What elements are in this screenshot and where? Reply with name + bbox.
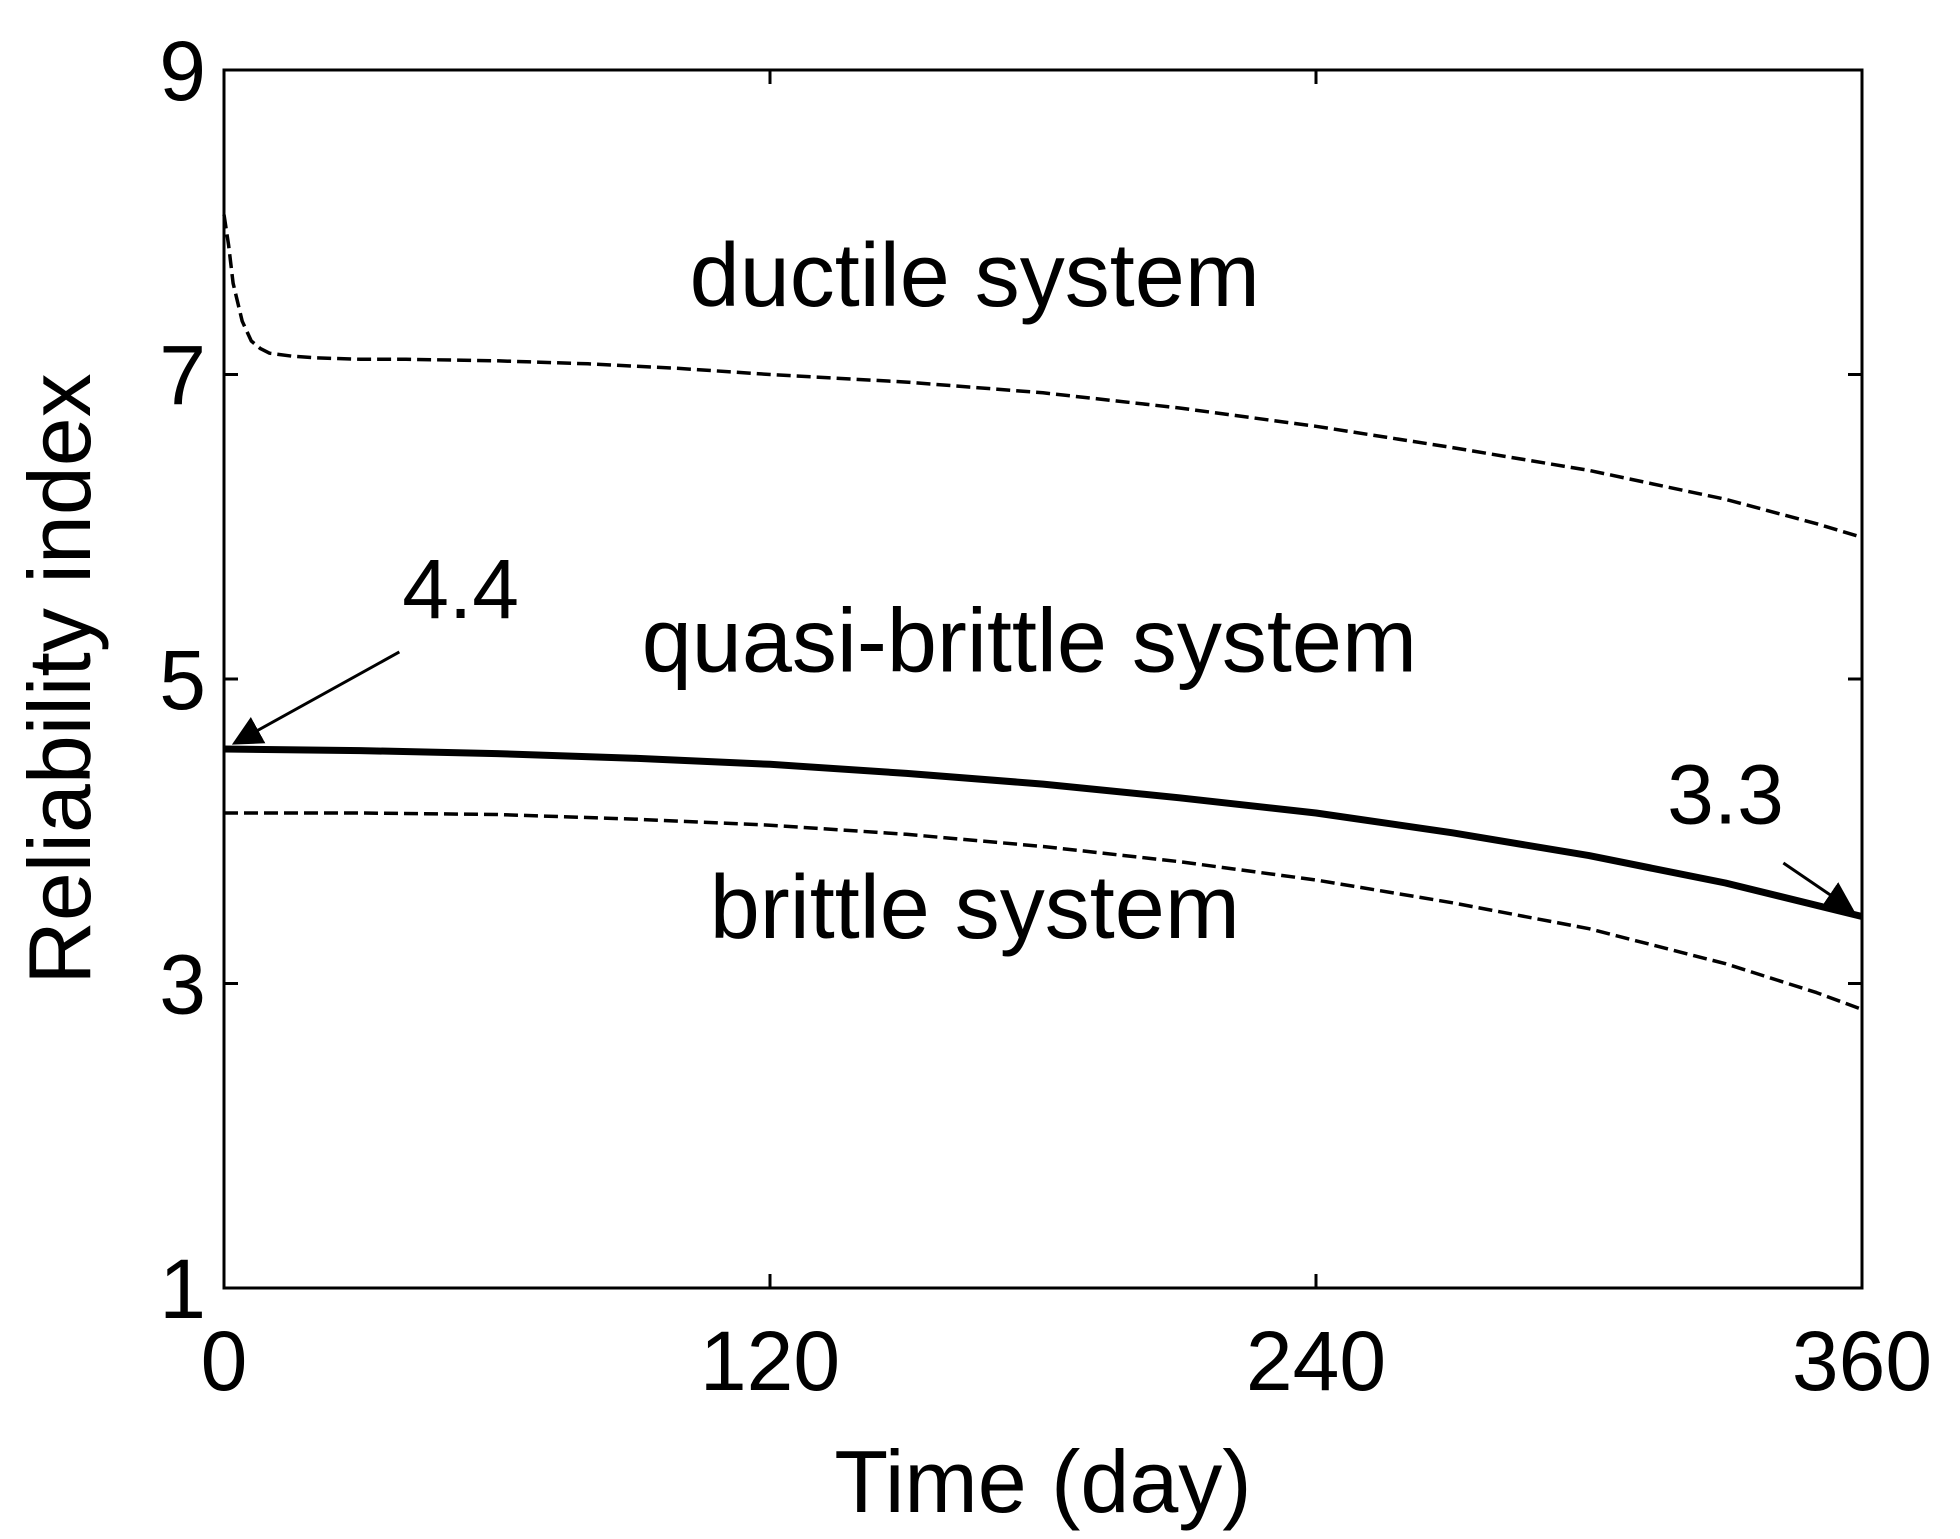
series-line-ductile-system: [222, 214, 1863, 540]
value-annotation: 3.3: [1667, 748, 1784, 842]
x-tick-label: 360: [1792, 1314, 1932, 1408]
x-tick-label: 120: [700, 1314, 840, 1408]
annotation-arrow: [1782, 861, 1855, 912]
y-tick-label: 7: [159, 329, 206, 423]
x-tick-label: 0: [201, 1314, 248, 1408]
series-layer: [222, 214, 1863, 1012]
y-tick-label: 5: [159, 633, 206, 727]
series-annotation-brittle-system: brittle system: [710, 858, 1240, 958]
y-axis-title: Reliability index: [10, 373, 109, 984]
x-axis-title: Time (day): [834, 1432, 1251, 1531]
series-line-quasi-brittle-system: [223, 745, 1863, 920]
ticks-layer: 0 120 240 360 1 3 5 7 9: [159, 24, 1932, 1408]
annotation-arrow: [231, 650, 401, 745]
series-annotation-ductile-system: ductile system: [690, 226, 1260, 326]
series-line-brittle-system: [224, 811, 1863, 1012]
x-tick-label: 240: [1246, 1314, 1386, 1408]
series-annotation-quasi-brittle-system: quasi-brittle system: [642, 591, 1417, 691]
y-tick-label: 1: [159, 1242, 206, 1336]
y-tick-label: 3: [159, 938, 206, 1032]
annotation-layer: ductile system quasi-brittle system brittl…: [231, 226, 1855, 958]
y-tick-label: 9: [159, 24, 206, 118]
value-annotation: 4.4: [402, 542, 519, 636]
